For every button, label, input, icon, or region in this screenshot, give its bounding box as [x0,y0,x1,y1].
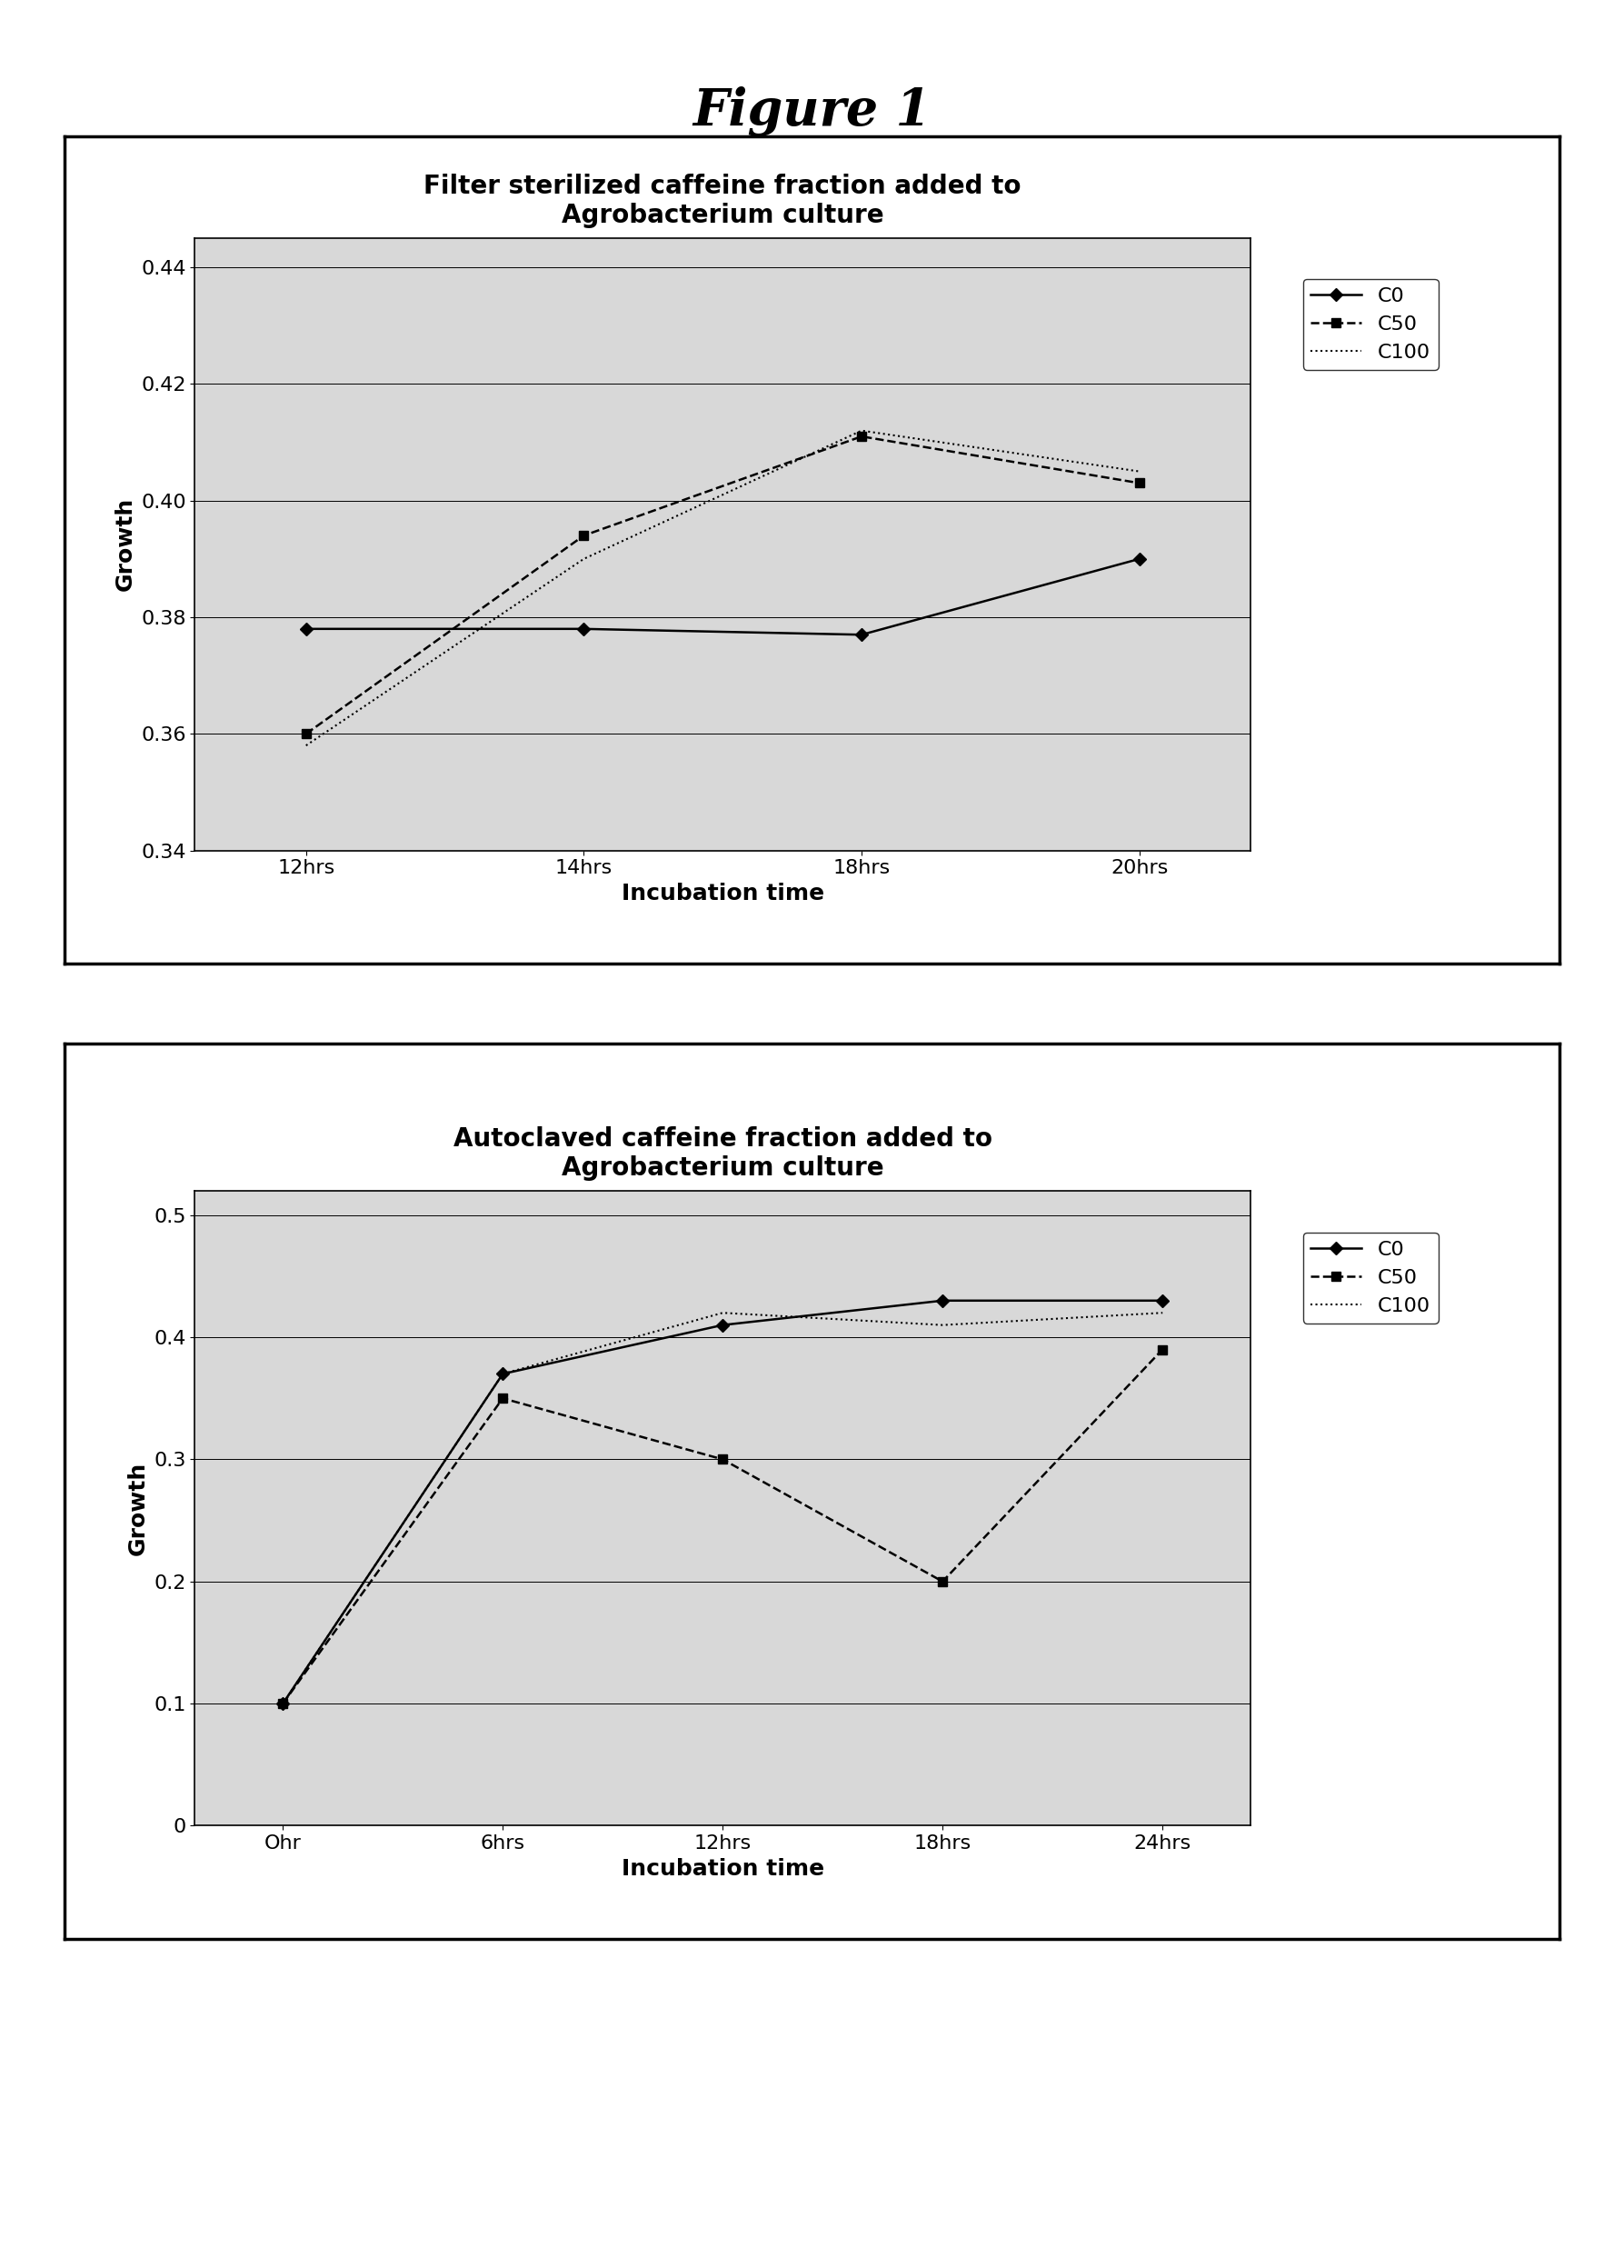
C50 [494,1386,513,1413]
C100 [853,417,872,445]
X-axis label: Incubation time: Incubation time [622,882,823,905]
C100 [1153,1300,1173,1327]
C100 [1130,458,1150,485]
C50 [1130,469,1150,497]
C50 [573,522,593,549]
Y-axis label: Growth: Growth [114,497,136,592]
C100 [573,544,593,572]
C0 [932,1286,952,1313]
C100 [273,1690,292,1717]
C0 [1153,1286,1173,1313]
C50 [713,1445,732,1472]
Line: C100: C100 [283,1313,1163,1703]
Line: C50: C50 [278,1345,1168,1708]
Line: C0: C0 [278,1297,1168,1708]
C0 [273,1690,292,1717]
Y-axis label: Growth: Growth [127,1461,149,1556]
C0 [713,1311,732,1338]
Line: C100: C100 [305,431,1140,746]
X-axis label: Incubation time: Incubation time [622,1857,823,1880]
Line: C50: C50 [302,431,1143,739]
C0 [296,615,315,642]
C100 [494,1361,513,1388]
C100 [296,733,315,760]
C50 [273,1690,292,1717]
C100 [713,1300,732,1327]
C50 [1153,1336,1173,1363]
C50 [932,1567,952,1594]
C50 [296,721,315,748]
C100 [932,1311,952,1338]
Line: C0: C0 [302,553,1143,640]
Legend: C0, C50, C100: C0, C50, C100 [1302,1232,1439,1325]
C0 [573,615,593,642]
C0 [494,1361,513,1388]
C0 [853,621,872,649]
C0 [1130,544,1150,572]
C50 [853,422,872,449]
Title: Autoclaved caffeine fraction added to
Agrobacterium culture: Autoclaved caffeine fraction added to Ag… [453,1127,992,1182]
Text: Figure 1: Figure 1 [693,86,931,136]
Legend: C0, C50, C100: C0, C50, C100 [1302,279,1439,370]
Title: Filter sterilized caffeine fraction added to
Agrobacterium culture: Filter sterilized caffeine fraction adde… [424,175,1021,229]
